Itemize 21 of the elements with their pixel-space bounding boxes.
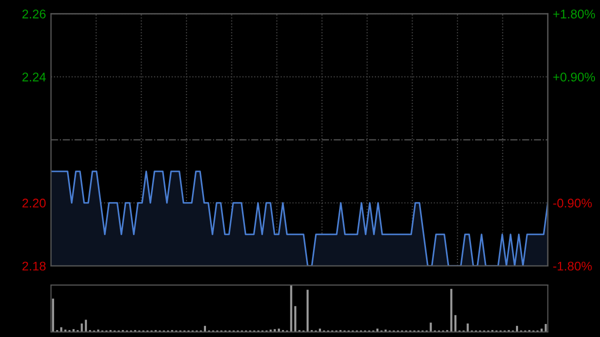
bar xyxy=(80,324,83,332)
bar xyxy=(52,298,54,332)
y-tick-label: 2.26 xyxy=(22,10,46,18)
y-tick-label: 2.24 xyxy=(22,72,46,82)
y2-tick-label: -1.80% xyxy=(553,262,592,271)
bar xyxy=(430,322,432,332)
bar xyxy=(84,320,87,332)
y2-tick-label: -0.90% xyxy=(553,198,592,208)
bar xyxy=(466,324,469,332)
bar xyxy=(60,327,62,332)
bar xyxy=(294,306,296,332)
bar xyxy=(454,315,456,332)
bar xyxy=(290,285,292,332)
y2-tick-label: +0.90% xyxy=(553,72,595,82)
bar xyxy=(450,288,452,332)
bar xyxy=(274,329,276,332)
y2-tick-label: +1.80% xyxy=(553,10,595,18)
y-tick-label: 2.20 xyxy=(22,198,46,208)
bar xyxy=(544,324,547,332)
y-tick-label: 2.18 xyxy=(22,262,46,271)
bar xyxy=(306,290,309,332)
